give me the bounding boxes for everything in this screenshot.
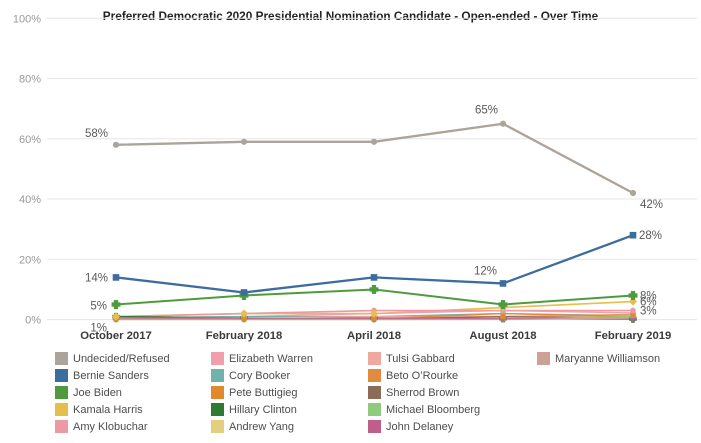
svg-text:28%: 28% [639, 230, 662, 242]
svg-text:14%: 14% [85, 272, 108, 284]
svg-text:0%: 0% [25, 315, 41, 327]
svg-text:60%: 60% [19, 134, 41, 146]
svg-text:58%: 58% [85, 128, 108, 140]
svg-text:65%: 65% [475, 105, 498, 117]
svg-text:40%: 40% [19, 194, 41, 206]
svg-text:12%: 12% [474, 265, 497, 277]
svg-text:3%: 3% [640, 306, 657, 318]
svg-text:100%: 100% [13, 13, 41, 25]
svg-text:5%: 5% [90, 301, 107, 313]
svg-text:80%: 80% [19, 74, 41, 86]
svg-text:20%: 20% [19, 254, 41, 266]
svg-text:42%: 42% [640, 199, 663, 211]
